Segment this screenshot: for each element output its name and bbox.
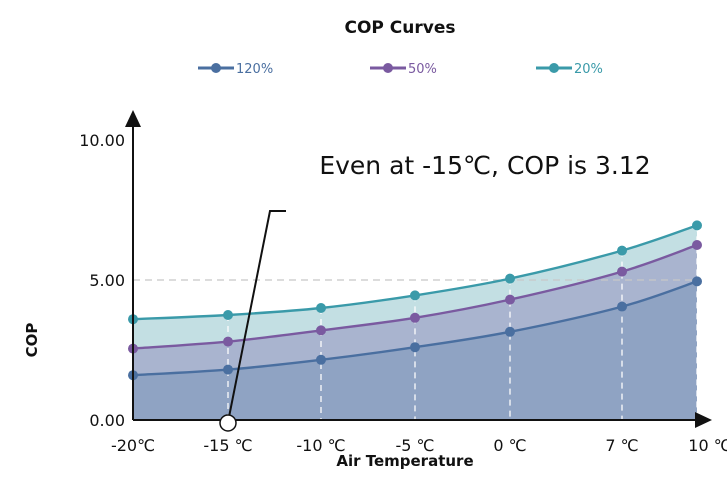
point-50%-4 — [505, 294, 515, 305]
point-50%-6 — [692, 240, 702, 250]
x-tick-label: 0 ℃ — [493, 436, 526, 455]
y-tick-label: 10.00 — [79, 131, 125, 150]
point-50%-3 — [410, 312, 420, 323]
point-50%-2 — [316, 325, 326, 336]
legend-swatch-dot — [211, 63, 221, 73]
x-tick-label: -20℃ — [111, 436, 155, 455]
y-tick-label: 5.00 — [89, 271, 125, 290]
point-120%-1 — [223, 364, 233, 375]
y-tick-label: 0.00 — [89, 411, 125, 430]
x-axis-title: Air Temperature — [336, 452, 473, 470]
y-axis-arrow — [125, 110, 141, 127]
legend-label: 50% — [408, 62, 437, 77]
y-axis-title: COP — [23, 323, 41, 358]
point-20%-5 — [617, 245, 627, 256]
chart-title: COP Curves — [345, 18, 456, 38]
x-tick-label: -5 ℃ — [395, 436, 434, 455]
legend-label: 20% — [574, 62, 603, 77]
point-20%-1 — [223, 310, 233, 320]
annotation-text: Even at -15℃, COP is 3.12 — [319, 151, 650, 180]
x-axis-ticks: -20℃ -15 ℃ -10 ℃ -5 ℃ 0 ℃ 7 ℃ 10 ℃ — [111, 436, 727, 455]
x-tick-label: 10 ℃ — [688, 436, 727, 455]
y-axis-ticks: 0.00 5.00 10.00 — [79, 131, 125, 430]
annotation-marker — [219, 414, 237, 432]
legend-swatch-dot — [383, 63, 393, 73]
annotation-leader-line — [227, 210, 286, 423]
point-120%-6 — [692, 276, 702, 287]
point-50%-5 — [617, 266, 627, 277]
point-20%-3 — [410, 290, 420, 301]
legend: 120% 50% 20% — [198, 62, 603, 77]
x-tick-label: 7 ℃ — [605, 436, 638, 455]
point-20%-6 — [692, 220, 702, 231]
point-50%-1 — [223, 336, 233, 347]
point-120%-4 — [505, 326, 515, 337]
legend-label: 120% — [236, 62, 273, 77]
x-tick-label: -10 ℃ — [296, 436, 345, 455]
point-20%-4 — [505, 273, 515, 284]
point-20%-2 — [316, 303, 326, 313]
point-120%-2 — [316, 354, 326, 365]
x-axis-arrow — [695, 412, 712, 428]
data-points — [128, 220, 702, 381]
legend-swatch-dot — [549, 63, 559, 73]
point-120%-3 — [410, 342, 420, 353]
x-tick-label: -15 ℃ — [203, 436, 252, 455]
point-120%-5 — [617, 301, 627, 312]
